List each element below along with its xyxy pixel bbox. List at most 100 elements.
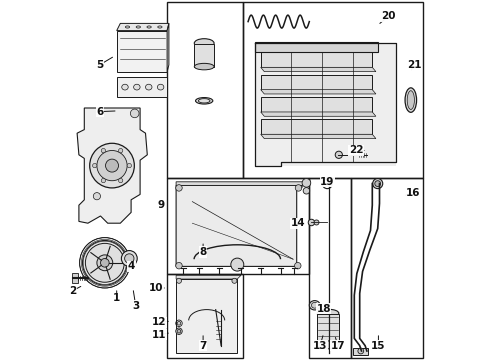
Ellipse shape [198,99,209,103]
Ellipse shape [317,341,338,349]
Text: 18: 18 [316,304,330,314]
Polygon shape [260,90,375,94]
Polygon shape [260,67,375,72]
Text: 14: 14 [290,218,305,228]
Bar [242,2,422,178]
Ellipse shape [125,26,129,28]
Polygon shape [260,112,375,116]
Ellipse shape [157,84,163,90]
Bar [167,2,242,178]
Circle shape [121,251,137,266]
Bar [167,178,309,274]
Circle shape [303,188,309,194]
Text: 20: 20 [381,11,395,21]
Bar [260,75,371,90]
Text: 3: 3 [132,301,139,311]
Text: 9: 9 [157,200,164,210]
Text: 16: 16 [405,188,419,198]
Text: 8: 8 [199,247,206,257]
Polygon shape [176,279,237,353]
Circle shape [177,321,181,325]
Bar [260,97,371,112]
Bar [260,52,371,67]
Circle shape [313,220,318,225]
Text: 6: 6 [96,107,103,117]
Circle shape [118,179,122,183]
Circle shape [176,278,181,283]
Bar [309,178,350,358]
Ellipse shape [145,84,152,90]
Circle shape [175,185,182,191]
Circle shape [294,262,301,269]
Polygon shape [176,275,241,279]
Bar [255,43,395,166]
Polygon shape [167,23,168,72]
Circle shape [302,179,310,187]
Circle shape [335,151,342,158]
Circle shape [177,329,181,333]
Circle shape [80,238,130,288]
Circle shape [101,258,109,267]
Ellipse shape [309,301,320,310]
Circle shape [89,143,134,188]
Circle shape [101,179,105,183]
Bar [350,178,422,358]
Circle shape [105,159,118,172]
Circle shape [374,181,380,186]
Ellipse shape [133,84,140,90]
Ellipse shape [317,309,338,317]
Text: 11: 11 [151,330,166,340]
Polygon shape [117,31,167,72]
Text: 21: 21 [407,60,421,70]
Circle shape [307,219,314,226]
Ellipse shape [195,98,212,104]
Ellipse shape [158,26,162,28]
Ellipse shape [404,88,416,112]
Bar [72,273,78,283]
Circle shape [124,254,134,263]
Text: 22: 22 [348,145,363,156]
Circle shape [231,278,237,283]
Circle shape [175,328,182,334]
Polygon shape [77,108,147,223]
Ellipse shape [311,302,317,308]
Ellipse shape [122,84,128,90]
Circle shape [357,348,363,354]
Polygon shape [176,182,305,185]
Text: 15: 15 [370,341,385,351]
Bar [167,274,242,358]
Ellipse shape [146,26,151,28]
Polygon shape [117,77,167,97]
Circle shape [85,243,124,282]
Polygon shape [176,185,302,266]
Text: 19: 19 [320,177,334,187]
Circle shape [130,109,139,118]
Text: 13: 13 [312,341,326,351]
Circle shape [230,258,244,271]
Circle shape [127,163,131,168]
Circle shape [97,150,127,181]
Text: 10: 10 [149,283,163,293]
Text: 17: 17 [330,341,345,351]
Bar [194,44,214,67]
Bar [317,314,338,344]
Ellipse shape [136,26,140,28]
Text: 4: 4 [127,261,135,271]
Ellipse shape [407,91,413,109]
Polygon shape [260,134,375,139]
Bar [255,42,377,52]
Circle shape [97,255,113,271]
Polygon shape [117,23,168,31]
Text: 7: 7 [199,341,206,351]
Ellipse shape [194,63,214,70]
Text: 1: 1 [113,293,120,303]
Circle shape [118,148,122,153]
Circle shape [92,163,97,168]
Text: 5: 5 [96,60,103,70]
Bar [260,119,371,134]
Circle shape [93,193,101,200]
Bar [352,348,367,355]
Text: 12: 12 [151,317,166,327]
Circle shape [372,179,382,189]
Circle shape [101,148,105,153]
